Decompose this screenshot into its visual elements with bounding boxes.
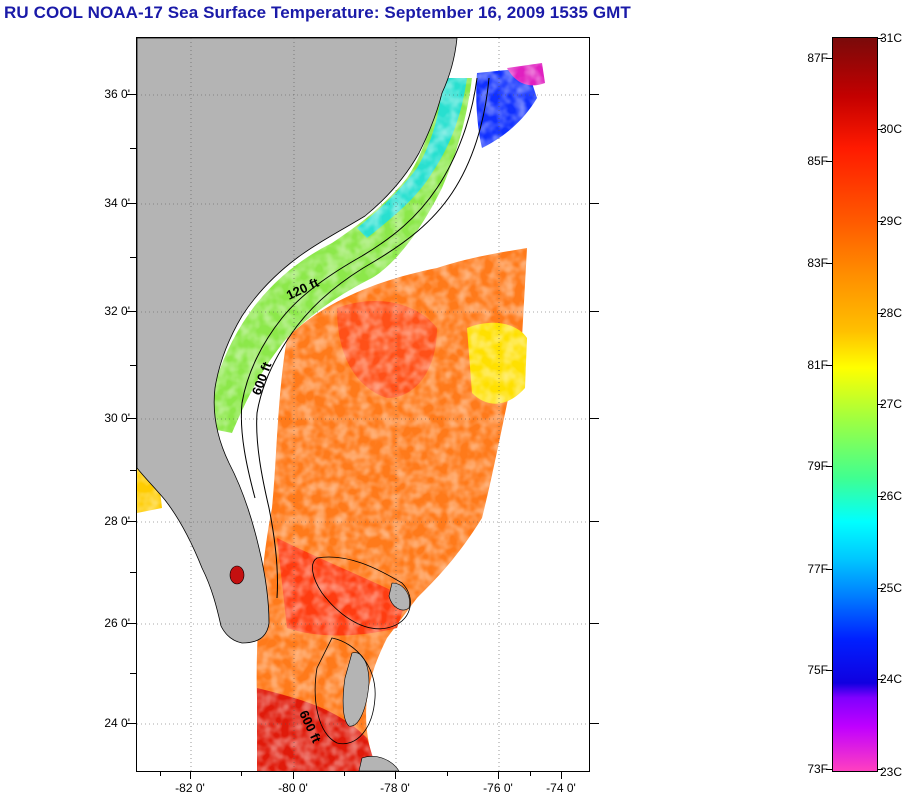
colorbar-tick-f: [826, 161, 832, 162]
lon-minor-tick: [344, 771, 345, 776]
lon-tick: [561, 771, 562, 779]
colorbar-label-f: 87F: [807, 51, 828, 65]
contour-600ft: [256, 77, 490, 599]
lat-tick: [126, 94, 136, 95]
lat-label: 28 0': [104, 514, 130, 528]
lon-minor-tick: [530, 771, 531, 776]
lat-tick-right: [589, 723, 599, 724]
colorbar-tick-c: [877, 38, 883, 39]
colorbar-label-c: 25C: [880, 581, 903, 595]
lon-minor-tick: [447, 771, 448, 776]
colorbar-tick-f: [826, 569, 832, 570]
colorbar-tick-c: [877, 313, 883, 314]
colorbar-label-f: 77F: [807, 562, 828, 576]
lat-minor-tick: [130, 470, 136, 471]
colorbar-label-f: 79F: [807, 459, 828, 473]
land-mainland: [137, 38, 458, 644]
lat-tick: [126, 723, 136, 724]
lat-tick: [126, 203, 136, 204]
lon-tick: [498, 771, 499, 779]
colorbar-tick-c: [877, 496, 883, 497]
lake-okeechobee: [229, 565, 245, 585]
colorbar-label-c: 31C: [880, 31, 903, 45]
colorbar-label-c: 27C: [880, 397, 903, 411]
colorbar-tick-c: [877, 129, 883, 130]
lon-label: -78 0': [380, 781, 410, 795]
lat-label: 26 0': [104, 616, 130, 630]
colorbar-tick-c: [877, 769, 883, 770]
colorbar-tick-c: [877, 221, 883, 222]
colorbar-label-c: 29C: [880, 214, 903, 228]
colorbar-tick-f: [826, 670, 832, 671]
lat-minor-tick: [130, 148, 136, 149]
contour-bahamas: [312, 556, 411, 745]
colorbar-tick-f: [826, 263, 832, 264]
lat-minor-tick: [130, 257, 136, 258]
colorbar-tick-c: [877, 679, 883, 680]
lat-tick: [126, 418, 136, 419]
colorbar-label-c: 23C: [880, 765, 903, 779]
lat-minor-tick: [130, 673, 136, 674]
lon-label: -74 0': [546, 781, 576, 795]
sst-map-canvas: 120 ft 600 ft 600 ft: [137, 38, 589, 771]
colorbar-tick-c: [877, 404, 883, 405]
sst-map[interactable]: 120 ft 600 ft 600 ft: [136, 37, 590, 772]
colorbar-tick-c: [877, 588, 883, 589]
colorbar-label-f: 83F: [807, 256, 828, 270]
lon-tick: [293, 771, 294, 779]
lon-minor-tick: [241, 771, 242, 776]
lat-tick-right: [589, 311, 599, 312]
lat-label: 34 0': [104, 196, 130, 210]
lon-tick: [190, 771, 191, 779]
colorbar-label-c: 24C: [880, 672, 903, 686]
lat-tick: [126, 521, 136, 522]
map-title: RU COOL NOAA-17 Sea Surface Temperature:…: [4, 3, 631, 22]
colorbar-label-f: 75F: [807, 663, 828, 677]
colorbar-label-f: 73F: [807, 762, 828, 776]
colorbar-label-f: 81F: [807, 358, 828, 372]
colorbar-tick-f: [826, 769, 832, 770]
graticule: [137, 38, 589, 771]
land-cuba-edge: [358, 756, 400, 771]
lat-label: 32 0': [104, 304, 130, 318]
lon-minor-tick: [160, 771, 161, 776]
lon-label: -76 0': [483, 781, 513, 795]
colorbar-tick-f: [826, 58, 832, 59]
colorbar-label-c: 26C: [880, 489, 903, 503]
lat-tick-right: [589, 203, 599, 204]
colorbar-label-c: 28C: [880, 306, 903, 320]
lat-tick-right: [589, 418, 599, 419]
lon-label: -82 0': [175, 781, 205, 795]
colorbar-tick-f: [826, 466, 832, 467]
lat-tick-right: [589, 623, 599, 624]
lat-minor-tick: [130, 365, 136, 366]
colorbar-label-f: 85F: [807, 154, 828, 168]
contour-120ft: [240, 77, 478, 499]
land-bahamas-abaco: [388, 582, 410, 611]
lat-tick: [126, 623, 136, 624]
lat-minor-tick: [130, 572, 136, 573]
lat-label: 24 0': [104, 716, 130, 730]
lon-label: -80 0': [278, 781, 308, 795]
colorbar-label-c: 30C: [880, 122, 903, 136]
lat-tick-right: [589, 521, 599, 522]
lat-label: 36 0': [104, 87, 130, 101]
lat-label: 30 0': [104, 411, 130, 425]
lon-tick: [395, 771, 396, 779]
lat-tick-right: [589, 94, 599, 95]
colorbar-tick-f: [826, 365, 832, 366]
temperature-colorbar: [832, 37, 878, 772]
lat-tick: [126, 311, 136, 312]
